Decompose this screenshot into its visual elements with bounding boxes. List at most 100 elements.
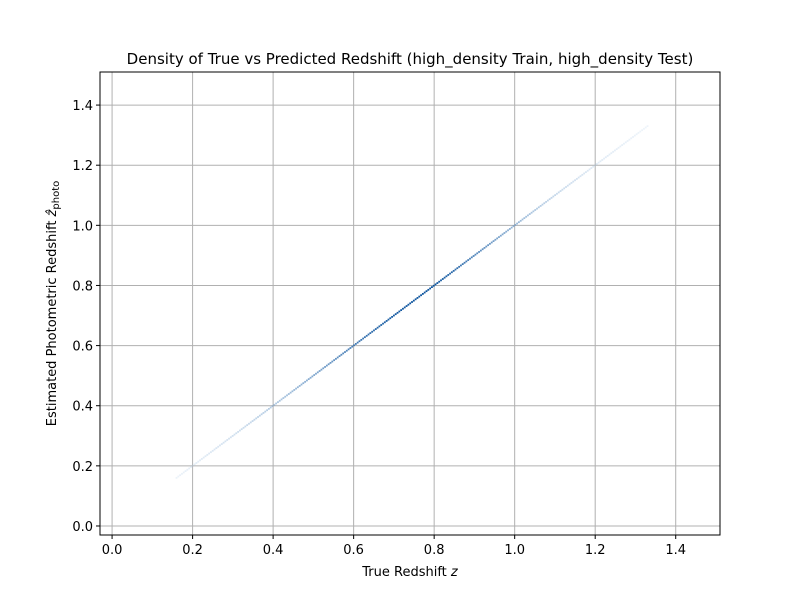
y-tick-label: 1.0 <box>72 219 93 234</box>
density-cell <box>518 221 520 224</box>
density-cell <box>306 379 308 382</box>
axis-ticks: 0.0 0.2 0.4 0.6 0.8 1.0 1.2 1.4 0.0 0.2 0.4 0.6 0.8 1… <box>72 99 686 558</box>
density-cell <box>229 436 232 439</box>
density-cell <box>280 398 283 401</box>
density-cell <box>177 475 180 478</box>
density-cell <box>398 310 401 313</box>
density-cell <box>396 311 399 314</box>
density-cell <box>534 209 537 211</box>
density-cell <box>546 199 549 202</box>
density-cell <box>463 261 466 264</box>
density-cell <box>528 213 531 215</box>
density-cell <box>487 244 489 247</box>
density-cell <box>604 156 607 159</box>
density-cell <box>630 137 633 140</box>
density-cell <box>342 352 345 355</box>
y-axis-title-text: Estimated Photometric Redshift <box>45 221 60 427</box>
density-cell <box>215 447 218 450</box>
density-cell <box>315 372 317 375</box>
density-cell <box>365 334 368 337</box>
x-tick-label: 0.8 <box>424 543 445 558</box>
density-cell <box>380 324 383 326</box>
density-cell <box>485 245 488 248</box>
density-cell <box>561 188 564 191</box>
density-cell <box>641 129 643 132</box>
density-cell <box>552 195 555 198</box>
density-cell <box>373 329 375 332</box>
density-cell <box>581 173 584 176</box>
density-cell <box>358 340 361 343</box>
density-cell <box>371 330 374 333</box>
density-cell <box>481 248 484 251</box>
density-cell <box>644 126 647 129</box>
density-cell <box>246 424 249 427</box>
density-cell <box>289 391 292 394</box>
y-tick-label: 0.0 <box>72 520 93 535</box>
density-cell <box>188 467 191 470</box>
density-cell <box>248 422 250 425</box>
density-cell <box>510 226 513 229</box>
density-cell <box>186 468 189 471</box>
density-cell <box>516 222 518 225</box>
density-cell <box>623 142 625 145</box>
density-cell <box>181 472 183 475</box>
density-cell <box>438 280 441 283</box>
density-cell <box>239 429 241 432</box>
density-cell <box>360 338 363 341</box>
density-cell <box>646 125 649 128</box>
density-cell <box>606 154 609 157</box>
density-cell <box>284 395 287 398</box>
density-cell <box>206 453 209 456</box>
density-cell <box>612 150 615 153</box>
density-cell <box>197 460 200 463</box>
density-cell <box>635 133 638 136</box>
density-cell <box>287 393 290 395</box>
density-cell <box>382 322 384 325</box>
density-cell <box>262 412 265 414</box>
density-cell <box>269 406 272 409</box>
density-cell <box>557 191 560 194</box>
density-cell <box>244 425 247 428</box>
density-cell <box>458 265 461 268</box>
density-cell <box>423 291 426 294</box>
density-cell <box>532 210 535 213</box>
density-cell <box>193 463 196 466</box>
density-cell <box>512 225 515 228</box>
density-cell <box>331 360 334 363</box>
density-cell <box>545 200 547 203</box>
density-cell <box>541 203 544 206</box>
density-cell <box>637 131 640 134</box>
density-cell <box>574 179 576 182</box>
density-cell <box>242 426 245 429</box>
density-cell <box>603 157 605 160</box>
density-cell <box>469 257 471 260</box>
density-cell <box>394 313 397 316</box>
density-cell <box>296 386 299 389</box>
x-axis-title-text: True Redshift <box>361 565 447 580</box>
y-tick-label: 0.8 <box>72 279 93 294</box>
density-cell <box>224 440 227 443</box>
density-cell <box>374 328 377 330</box>
x-tick-label: 0.4 <box>263 543 284 558</box>
chart-title: Density of True vs Predicted Redshift (h… <box>127 50 694 69</box>
density-cell <box>425 290 428 293</box>
density-cell <box>222 441 225 444</box>
density-cell <box>530 211 533 214</box>
density-cell <box>300 383 303 386</box>
density-cell <box>351 345 354 348</box>
density-cell <box>614 149 616 152</box>
density-cell <box>391 315 393 318</box>
density-cell <box>219 444 221 447</box>
density-cell <box>257 416 259 418</box>
density-cell <box>436 282 439 284</box>
plot-frame <box>99 71 721 536</box>
density-cell <box>324 366 326 368</box>
density-cell <box>278 399 281 402</box>
density-cell <box>362 337 364 340</box>
y-tick-label: 1.4 <box>72 99 93 114</box>
density-cell <box>376 326 379 329</box>
density-cell <box>412 299 415 302</box>
density-cell <box>191 464 194 467</box>
density-cell <box>369 332 372 335</box>
density-cell <box>387 318 390 321</box>
